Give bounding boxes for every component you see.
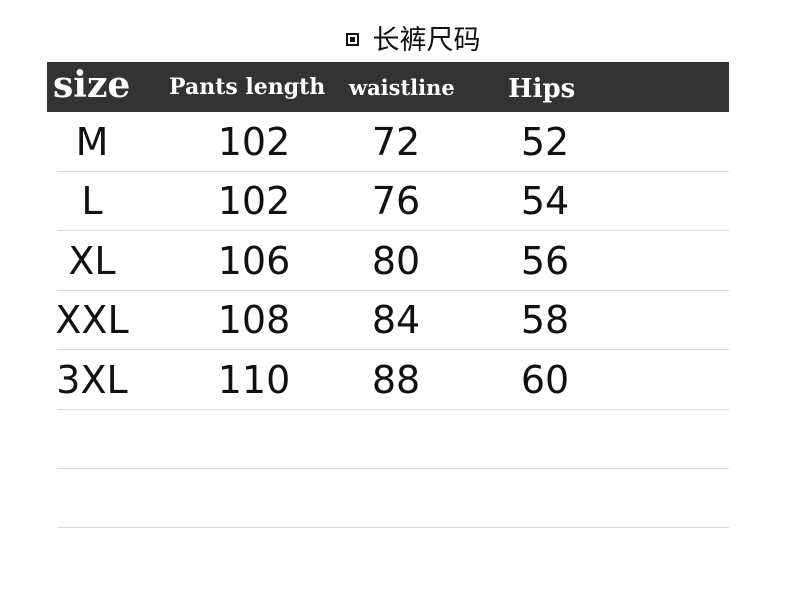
table-cell: 3XL (56, 357, 128, 402)
title-text: 长裤尺码 (372, 25, 481, 56)
header-pants-length: Pants length (169, 74, 326, 100)
table-cell: M (75, 120, 109, 164)
table-cell: 52 (520, 120, 570, 164)
table-cell: 76 (371, 179, 421, 224)
table-cell: 102 (217, 120, 291, 164)
table-row: XL 106 80 56 (57, 231, 729, 291)
header-size: size (53, 64, 131, 106)
table-cell: 88 (371, 357, 421, 402)
table-cell: 60 (520, 357, 570, 402)
table-cell: 56 (520, 238, 570, 283)
table-cell: XL (68, 238, 116, 283)
table-cell: 84 (371, 298, 421, 343)
table-cell: 102 (217, 179, 291, 224)
table-cell: 54 (520, 179, 570, 224)
square-bullet-icon (345, 33, 359, 46)
table-cell: XXL (55, 298, 129, 343)
table-row: XXL 108 84 58 (55, 290, 729, 351)
table-row (57, 468, 729, 529)
table-cell: 80 (371, 238, 421, 283)
table-row (57, 409, 729, 469)
table-row: L 102 76 54 (57, 171, 729, 232)
chart-title: 长裤尺码 (0, 18, 800, 57)
table-row: M 102 72 52 (57, 112, 729, 172)
table-row: 3XL 110 88 60 (56, 350, 729, 410)
table-cell: 110 (217, 357, 291, 402)
table-cell: 72 (371, 120, 421, 164)
table-cell: 58 (520, 298, 570, 343)
header-hips: Hips (508, 74, 576, 104)
table-cell: 108 (217, 298, 291, 343)
table-cell: L (81, 179, 103, 224)
table-cell: 106 (217, 238, 291, 283)
table-header: size Pants length waistline Hips (47, 62, 729, 112)
header-waistline: waistline (349, 75, 455, 100)
